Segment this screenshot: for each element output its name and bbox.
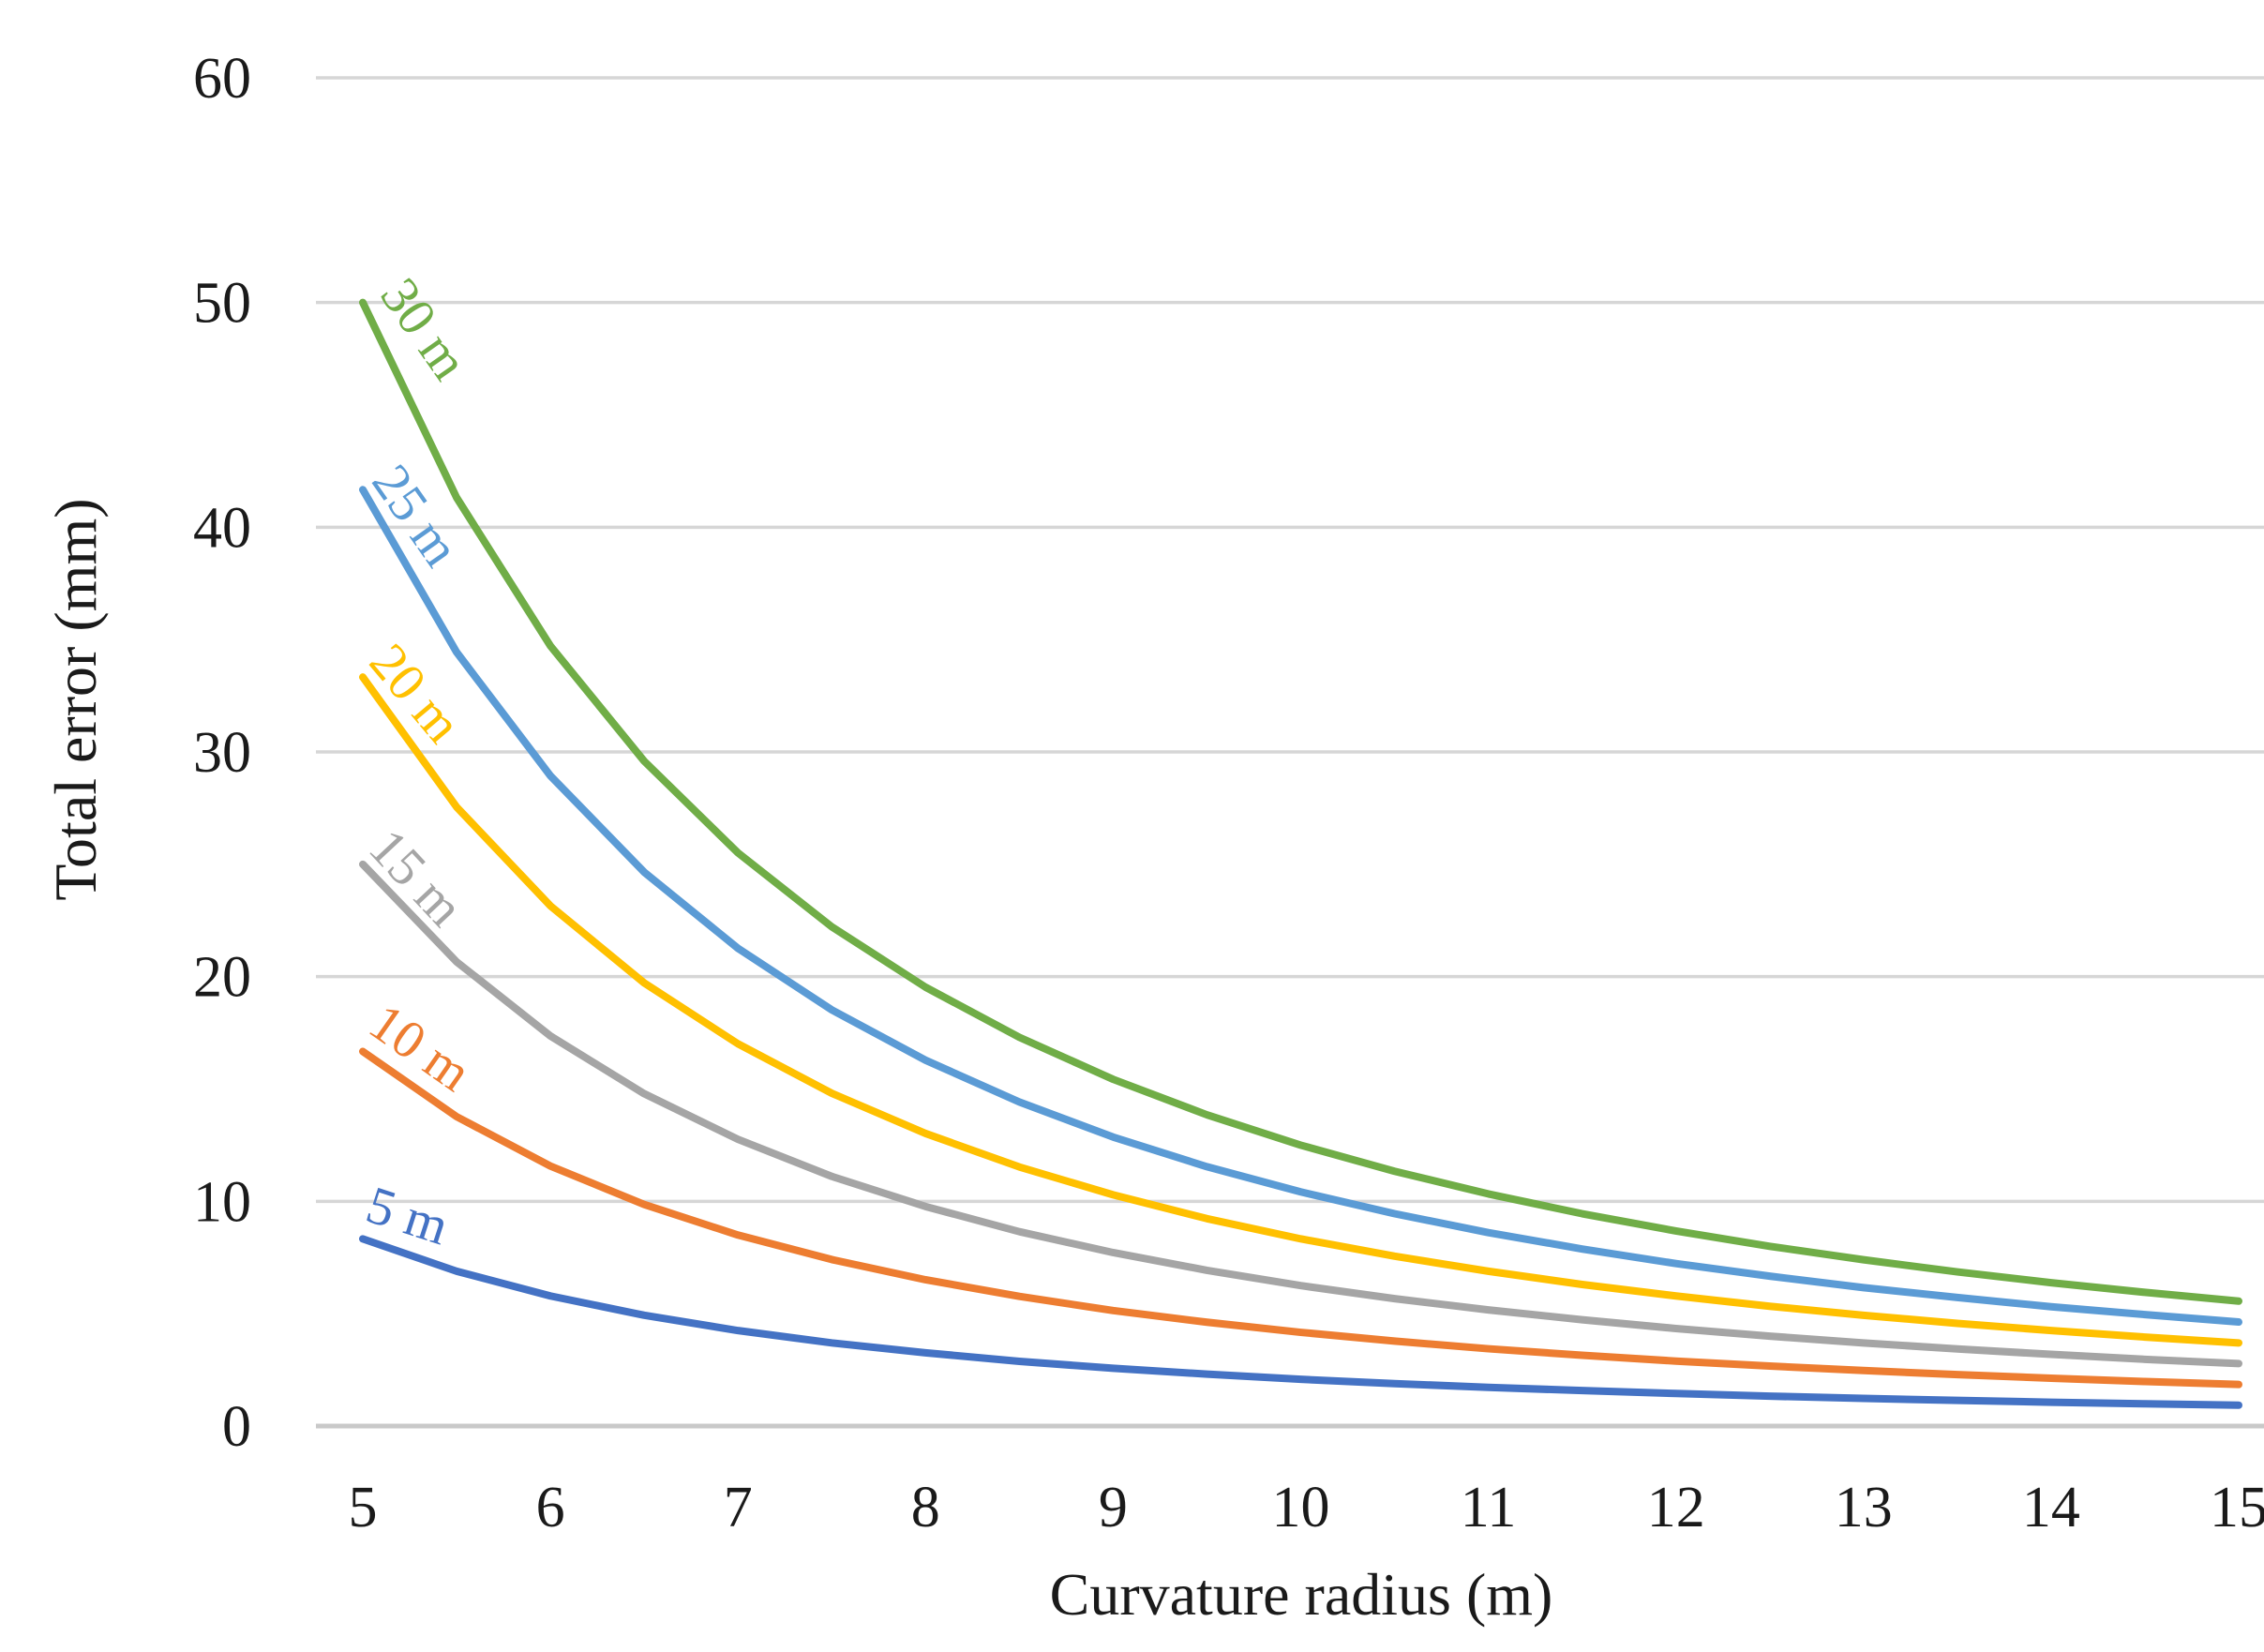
series-label-30-m: 30 m	[368, 267, 479, 390]
y-tick-label-20: 20	[193, 946, 251, 1010]
y-tick-label-30: 30	[193, 721, 251, 785]
curve-20-m	[363, 677, 2239, 1343]
x-tick-label-5: 5	[349, 1476, 378, 1539]
x-tick-label-14: 14	[2022, 1476, 2080, 1539]
series-label-10-m: 10 m	[359, 993, 482, 1104]
x-tick-label-12: 12	[1647, 1476, 1705, 1539]
curve-15-m	[363, 864, 2239, 1364]
y-tick-label-0: 0	[222, 1395, 251, 1459]
x-axis-title: Curvature radius (m)	[1050, 1561, 1553, 1628]
x-tick-label-13: 13	[1835, 1476, 1893, 1539]
curve-10-m	[363, 1051, 2239, 1384]
x-tick-label-7: 7	[724, 1476, 753, 1539]
y-tick-label-40: 40	[193, 496, 251, 560]
x-axis-tick-labels: 5 6 7 8 9 10 11 12 13 14 15	[349, 1476, 2264, 1539]
x-tick-label-10: 10	[1272, 1476, 1330, 1539]
y-tick-label-10: 10	[193, 1170, 251, 1234]
x-tick-label-8: 8	[911, 1476, 940, 1539]
curve-30-m	[363, 303, 2239, 1301]
x-tick-label-9: 9	[1099, 1476, 1128, 1539]
y-axis-title: Total error (mm)	[42, 498, 109, 900]
y-tick-label-60: 60	[193, 47, 251, 111]
curve-25-m	[363, 489, 2239, 1322]
x-tick-label-6: 6	[536, 1476, 565, 1539]
y-axis-tick-labels: 0 10 20 30 40 50 60	[193, 47, 251, 1459]
x-tick-label-11: 11	[1461, 1476, 1517, 1539]
x-tick-label-15: 15	[2210, 1476, 2264, 1539]
y-tick-label-50: 50	[193, 272, 251, 336]
gridlines	[316, 78, 2264, 1426]
series-curves	[363, 303, 2239, 1405]
